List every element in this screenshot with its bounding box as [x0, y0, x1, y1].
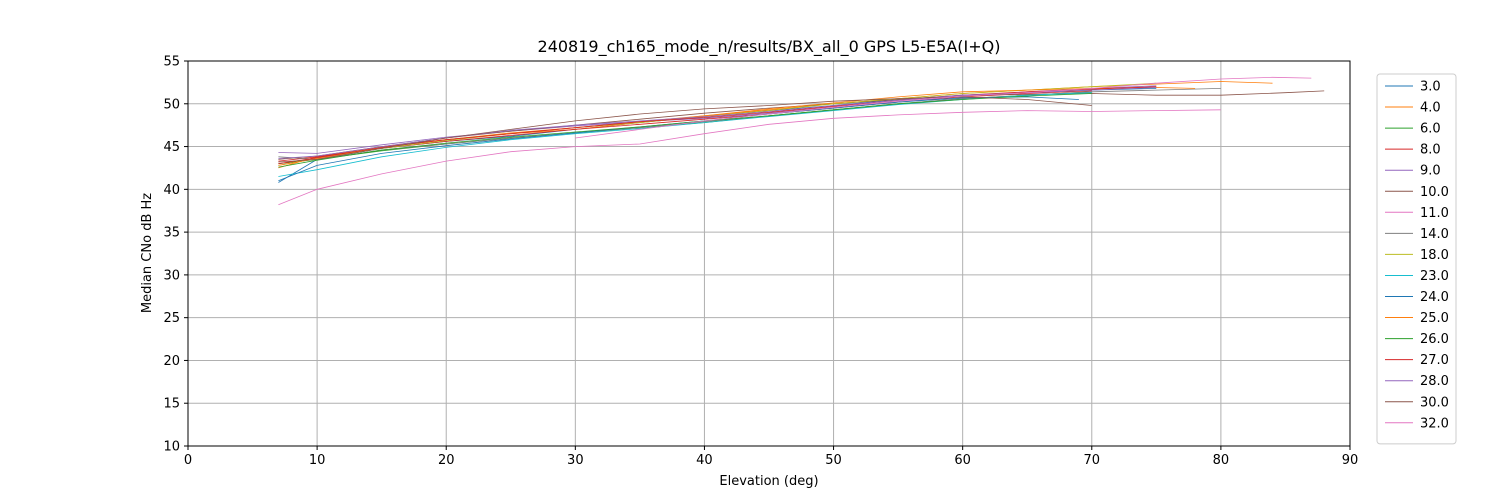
legend-frame — [1376, 73, 1457, 445]
y-tick-label: 20 — [163, 354, 180, 369]
legend-label: 27.0 — [1420, 353, 1449, 368]
chart-title: 240819_ch165_mode_n/results/BX_all_0 GPS… — [538, 37, 1001, 57]
legend-label: 10.0 — [1420, 185, 1449, 200]
axis-ticks: 0 10 20 30 40 50 60 70 80 90 10 15 20 25 30 35 40 45 50 55 — [163, 55, 1358, 469]
y-tick-label: 50 — [163, 97, 180, 112]
x-tick-label: 70 — [1084, 453, 1101, 468]
legend-label: 11.0 — [1420, 206, 1449, 221]
y-tick-label: 15 — [163, 397, 180, 412]
legend-label: 6.0 — [1420, 122, 1441, 137]
plot-area-frame — [187, 60, 1351, 447]
legend-label: 32.0 — [1420, 416, 1449, 431]
legend-label: 14.0 — [1420, 227, 1449, 242]
series-line-24.0 — [278, 96, 1079, 182]
x-tick-label: 40 — [696, 453, 713, 468]
grid — [187, 60, 1351, 447]
series-line-26.0 — [278, 93, 1092, 168]
y-tick-label: 40 — [163, 183, 180, 198]
y-tick-label: 55 — [163, 55, 180, 70]
series-line-11.0 — [278, 109, 1221, 206]
series-line-8.0 — [278, 90, 1092, 162]
x-tick-label: 20 — [438, 453, 455, 468]
series-line-32.0 — [575, 76, 1312, 139]
series-line-23.0 — [278, 92, 1092, 177]
x-tick-label: 10 — [309, 453, 326, 468]
series-line-6.0 — [278, 91, 1092, 165]
legend-label: 4.0 — [1420, 101, 1441, 116]
x-tick-label: 50 — [825, 453, 842, 468]
y-tick-label: 35 — [163, 226, 180, 241]
x-tick-label: 90 — [1342, 453, 1359, 468]
legend-label: 3.0 — [1420, 80, 1441, 95]
y-axis-label: Median CNo dB Hz — [140, 193, 155, 313]
x-tick-label: 30 — [567, 453, 584, 468]
series-line-30.0 — [278, 96, 1092, 163]
x-tick-label: 0 — [184, 453, 192, 468]
y-tick-label: 45 — [163, 140, 180, 155]
legend-label: 25.0 — [1420, 311, 1449, 326]
y-tick-label: 10 — [163, 440, 180, 455]
series-line-27.0 — [278, 86, 1157, 165]
legend: 3.0 4.0 6.0 8.0 9.0 10.0 11.0 14.0 18.0 23.0 24.0 2… — [1376, 73, 1457, 445]
legend-label: 30.0 — [1420, 395, 1449, 410]
legend-label: 24.0 — [1420, 290, 1449, 305]
x-axis-label: Elevation (deg) — [719, 474, 818, 489]
series-line-25.0 — [278, 87, 1196, 166]
y-tick-label: 25 — [163, 311, 180, 326]
y-tick-label: 30 — [163, 268, 180, 283]
legend-label: 9.0 — [1420, 164, 1441, 179]
x-tick-label: 60 — [954, 453, 971, 468]
legend-label: 26.0 — [1420, 332, 1449, 347]
x-tick-label: 80 — [1213, 453, 1230, 468]
legend-label: 23.0 — [1420, 269, 1449, 284]
series-group — [278, 76, 1325, 206]
legend-label: 28.0 — [1420, 374, 1449, 389]
legend-label: 8.0 — [1420, 143, 1441, 158]
legend-label: 18.0 — [1420, 248, 1449, 263]
